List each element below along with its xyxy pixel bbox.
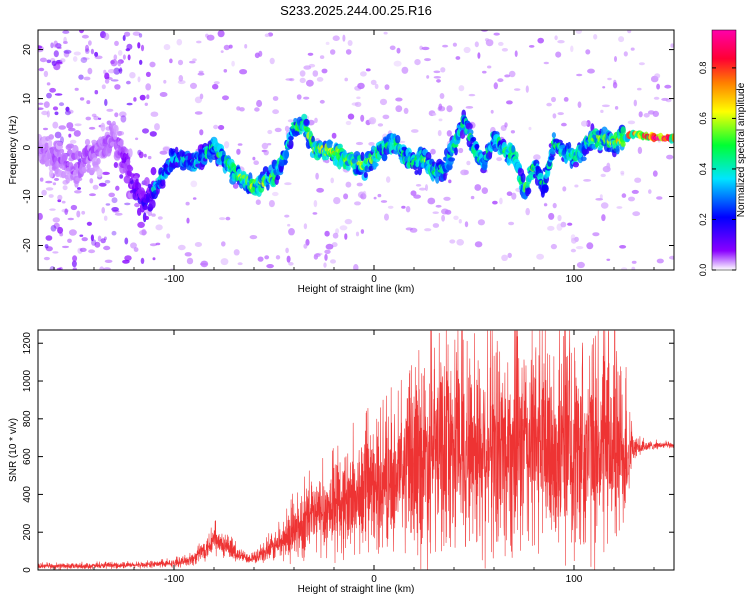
x-tick-label: -100 — [164, 574, 184, 585]
y-tick-label: 0 — [22, 567, 33, 573]
y-tick-label: -10 — [22, 189, 33, 204]
colorbar-tick-label: 0.0 — [698, 264, 708, 277]
figure-title: S233.2025.244.00.25.R16 — [280, 3, 432, 18]
y-tick-label: 600 — [22, 448, 33, 465]
x-tick-label: 100 — [566, 274, 583, 285]
y-tick-label: 200 — [22, 523, 33, 540]
x-tick-label: 0 — [371, 274, 377, 285]
x-tick-label: 100 — [566, 574, 583, 585]
snr-ylabel: SNR (10 * v/v) — [8, 418, 19, 482]
snr-xlabel: Height of straight line (km) — [298, 584, 415, 595]
y-tick-label: 1200 — [22, 332, 33, 355]
spectrogram-ylabel: Frequency (Hz) — [8, 116, 19, 185]
y-tick-label: 1000 — [22, 369, 33, 392]
y-tick-label: -20 — [22, 238, 33, 253]
colorbar-tick-label: 0.8 — [698, 62, 708, 75]
y-tick-label: 20 — [22, 44, 33, 56]
x-tick-label: 0 — [371, 574, 377, 585]
colorbar-tick-label: 0.4 — [698, 163, 708, 176]
snr-series-line — [38, 330, 674, 570]
spectrogram-xlabel: Height of straight line (km) — [298, 284, 415, 295]
spectrogram-frame — [37, 29, 675, 271]
y-tick-label: 400 — [22, 486, 33, 503]
colorbar-tick-label: 0.6 — [698, 112, 708, 125]
snr-marks — [38, 330, 674, 570]
spectrogram-marks — [38, 30, 674, 270]
y-tick-label: 10 — [22, 93, 33, 105]
x-tick-label: -100 — [164, 274, 184, 285]
snr-frame — [37, 329, 675, 571]
colorbar-label: Normalized spectral amplitude — [736, 82, 747, 217]
colorbar-tick-label: 0.2 — [698, 213, 708, 226]
colorbar-ticks: 0.0 0.2 0.4 0.6 0.8 — [698, 62, 736, 277]
colorbar-gradient — [711, 29, 737, 271]
colorbar: 0.0 0.2 0.4 0.6 0.8 Normalized spectral ampl… — [698, 29, 747, 277]
y-tick-label: 800 — [22, 410, 33, 427]
y-tick-label: 0 — [22, 144, 33, 150]
